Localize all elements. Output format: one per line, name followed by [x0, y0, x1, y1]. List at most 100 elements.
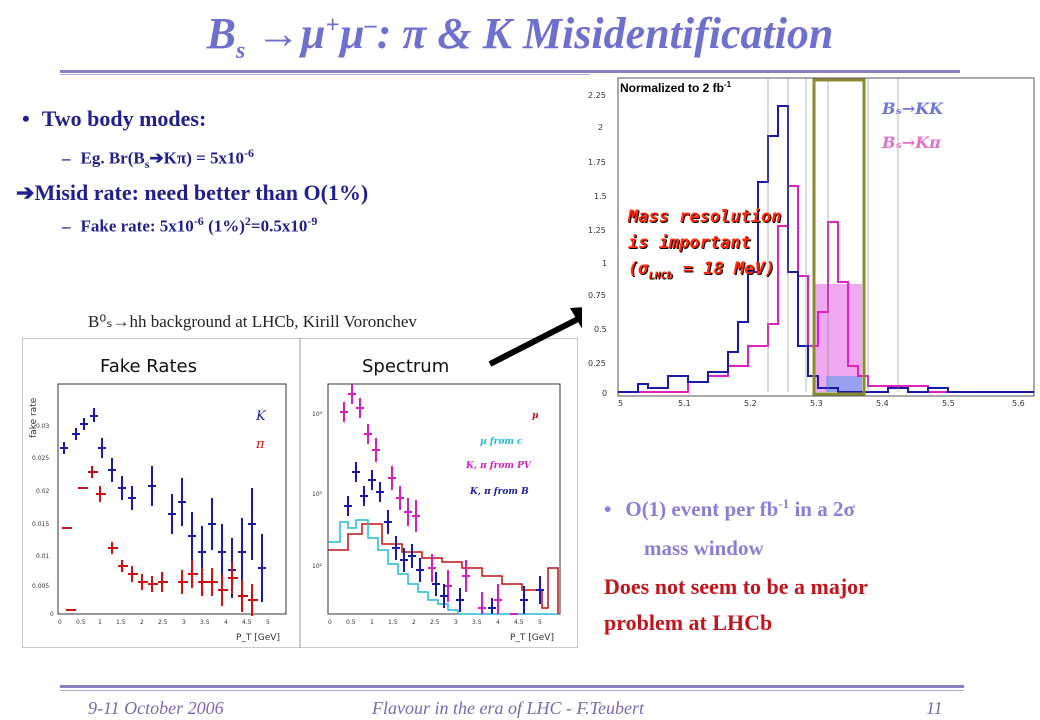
legend-mu: µ	[532, 411, 539, 421]
x-tick: 1	[370, 619, 374, 626]
footer-rule-thin	[60, 690, 964, 691]
x-tick: 5.6	[1012, 399, 1025, 408]
kk-histogram	[618, 105, 1034, 393]
fake-rates-figure: B⁰ₛ→hh background at LHCb, Kirill Voronc…	[22, 306, 578, 648]
panel1-k-points	[60, 408, 266, 602]
panel2-ytick: 10²	[312, 563, 323, 570]
panel1-title: Fake Rates	[100, 356, 197, 377]
x-tick: 5	[538, 619, 542, 626]
x-tick: 1.5	[116, 619, 126, 626]
x-axis-ticks: 5 5.1 5.2 5.3 5.4 5.5 5.6	[618, 399, 1025, 408]
panel2-yticks: 10⁴ 10³ 10²	[312, 411, 323, 570]
legend-k: K	[255, 409, 267, 424]
event-rate-bullet: • O(1) event per fb-1 in a 2σ	[604, 496, 855, 521]
y-axis-ticks: 2.25 2 1.75 1.5 1.25 1 0.75 0.5 0.25 0	[588, 91, 607, 398]
panel1-ytick: 0.03	[36, 423, 50, 430]
legend-pi: π	[255, 437, 265, 452]
y-tick: 0.25	[588, 359, 606, 368]
x-tick: 3	[182, 619, 186, 626]
y-tick: 1.5	[594, 192, 607, 201]
x-tick: 4	[224, 619, 228, 626]
panel2-xlabel: P_T [GeV]	[510, 633, 554, 643]
x-tick: 5.5	[942, 399, 955, 408]
arrow-icon: ➔	[16, 180, 35, 205]
x-tick: 4.5	[242, 619, 252, 626]
bullet-misid-rate: ➔Misid rate: need better than O(1%)	[16, 180, 369, 205]
panel2-legend: µ µ from c K, π from PV K, π from B	[465, 411, 539, 497]
y-tick: 0.5	[594, 325, 607, 334]
y-tick: 1	[602, 259, 607, 268]
legend-k-pi-b: K, π from B	[469, 487, 529, 497]
x-tick: 1.5	[388, 619, 398, 626]
panel2-title: Spectrum	[362, 356, 449, 377]
x-tick: 3.5	[472, 619, 482, 626]
kk-filled-window	[826, 376, 862, 392]
x-tick: 2	[140, 619, 144, 626]
x-tick: 5.4	[876, 399, 889, 408]
k-pi-pv-points	[340, 384, 518, 615]
normalized-label: Normalized to 2 fb-1	[620, 80, 732, 95]
x-tick: 2.5	[158, 619, 168, 626]
x-tick: 3	[454, 619, 458, 626]
x-tick: 4.5	[514, 619, 524, 626]
footer-conference: Flavour in the era of LHC - F.Teubert	[372, 698, 645, 718]
panel1-pi-points	[62, 466, 258, 616]
mass-resolution-annotation: Mass resolution is important (σLHCb = 18…	[628, 207, 782, 282]
x-tick: 5.1	[678, 399, 691, 408]
conclusion-line-1: Does not seem to be a major	[604, 574, 868, 599]
panel1-yticks: 0.03 0.025 0.02 0.015 0.01 0.005 0	[32, 423, 54, 618]
footer-date: 9-11 October 2006	[88, 698, 224, 718]
panel2-xticks: 0 0.5 1 1.5 2 2.5 3 3.5 4 4.5 5	[328, 619, 542, 626]
x-tick: 0.5	[346, 619, 356, 626]
x-tick: 0.5	[76, 619, 86, 626]
panel2-ytick: 10⁴	[312, 411, 323, 418]
x-tick: 2	[412, 619, 416, 626]
x-tick: 5.3	[810, 399, 823, 408]
legend-k-pi-pv: K, π from PV	[465, 461, 532, 471]
bullet-fake-rate: – Fake rate: 5x10-6 (1%)2=0.5x10-9	[62, 214, 318, 236]
legend-bs-kk: Bₛ→KK	[881, 99, 944, 118]
panel1-xlabel: P_T [GeV]	[236, 633, 280, 643]
y-tick: 0	[602, 389, 607, 398]
panel1-ytick: 0.02	[36, 488, 50, 495]
title-underline-thin	[60, 74, 590, 75]
title-underline	[60, 70, 960, 73]
bullet-branching-ratio: – Eg. Br(Bs➔Kπ) = 5x10-6	[62, 146, 255, 172]
kpi-filled-window	[814, 284, 862, 392]
panel1-ytick: 0.01	[36, 553, 50, 560]
footer-page-number: 11	[926, 698, 943, 718]
x-tick: 0	[328, 619, 332, 626]
panel1-ytick: 0.005	[32, 583, 49, 590]
mass-distribution-figure: 2.25 2 1.75 1.5 1.25 1 0.75 0.5 0.25 0 5…	[582, 76, 1040, 408]
conclusion-line-2: problem at LHCb	[604, 610, 773, 635]
fake-rates-plots: Fake Rates Spectrum fake rate 0.03 0.025…	[22, 338, 578, 648]
y-tick: 2.25	[588, 91, 606, 100]
legend-mu-from-c: µ from c	[480, 437, 523, 447]
panel1-ytick: 0	[50, 611, 54, 618]
legend-bs-kpi: Bₛ→Kπ	[881, 133, 941, 152]
slide-title: Bs →µ+µ–: π & K Misidentification	[206, 9, 834, 64]
event-rate-bullet-cont: mass window	[644, 536, 764, 560]
x-tick: 1	[98, 619, 102, 626]
x-tick: 5	[618, 399, 623, 408]
y-tick: 1.75	[588, 158, 606, 167]
bullet-two-body-modes: • Two body modes:	[22, 106, 207, 131]
k-pi-b-points	[344, 462, 544, 614]
panel1-ylabel: fake rate	[29, 397, 39, 438]
background-lines	[767, 78, 899, 392]
x-tick: 5.2	[744, 399, 757, 408]
figure-header: B⁰ₛ→hh background at LHCb, Kirill Voronc…	[88, 312, 417, 331]
y-tick: 2	[598, 123, 603, 132]
panel1-ytick: 0.025	[32, 455, 49, 462]
mass-window-box	[812, 78, 866, 396]
panel1-xticks: 0 0.5 1 1.5 2 2.5 3 3.5 4 4.5 5	[58, 619, 270, 626]
x-tick: 5	[266, 619, 270, 626]
footer-rule	[60, 685, 964, 688]
y-tick: 1.25	[588, 226, 606, 235]
x-tick: 0	[58, 619, 62, 626]
panel1-ytick: 0.015	[32, 521, 49, 528]
x-tick: 3.5	[200, 619, 210, 626]
x-tick: 2.5	[430, 619, 440, 626]
panel2-ytick: 10³	[312, 491, 323, 498]
y-tick: 0.75	[588, 291, 606, 300]
